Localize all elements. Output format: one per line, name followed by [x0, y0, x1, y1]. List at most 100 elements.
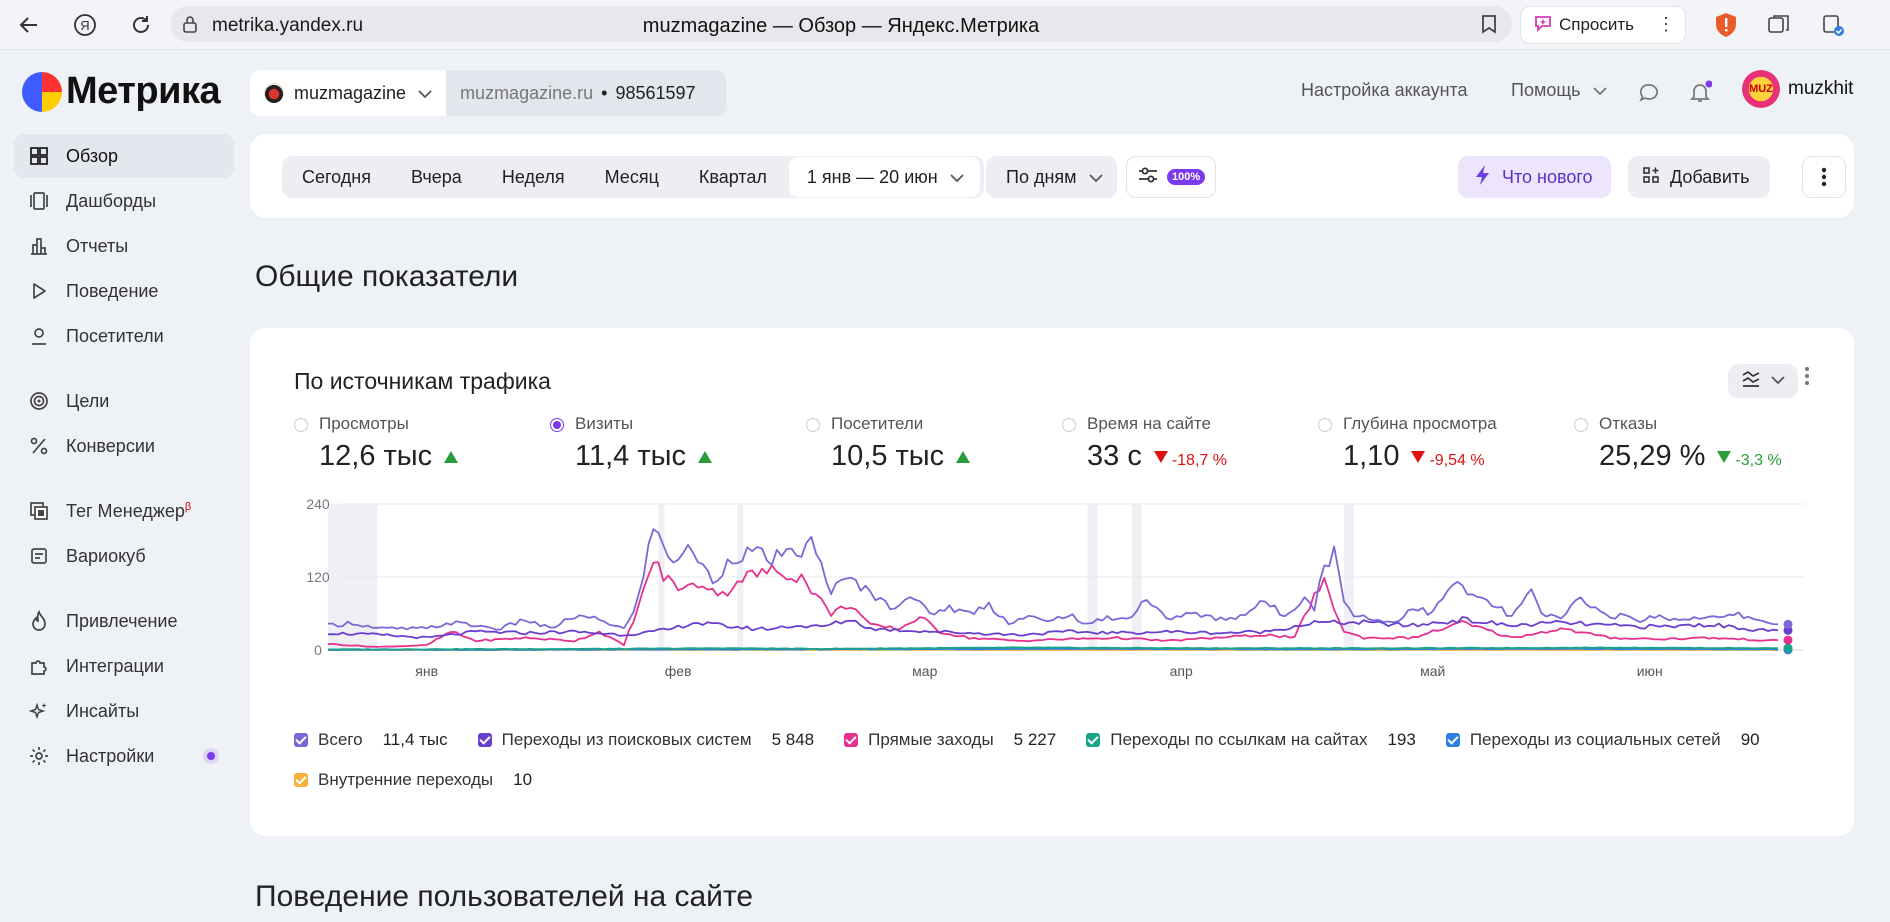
percent-icon	[28, 435, 50, 457]
help-menu[interactable]: Помощь	[1511, 80, 1607, 101]
chat-icon[interactable]	[1638, 82, 1660, 104]
user-menu[interactable]: MUZ muzkhit	[1742, 70, 1853, 108]
legend-item-total[interactable]: Всего 11,4 тыс	[294, 730, 448, 750]
period-month[interactable]: Месяц	[604, 166, 659, 187]
sidebar-item-goals[interactable]: Цели	[14, 379, 234, 423]
collections-icon[interactable]	[1766, 12, 1792, 38]
widget-title: По источникам трафика	[294, 368, 551, 394]
checkbox-icon[interactable]	[477, 733, 492, 747]
checkbox-icon[interactable]	[294, 773, 308, 787]
metric-radio[interactable]	[1062, 418, 1076, 432]
address-url[interactable]: metrika.yandex.ru	[212, 15, 364, 36]
counter-avatar-icon	[264, 83, 284, 103]
legend-value: 193	[1387, 730, 1416, 749]
x-tick-label: янв	[415, 663, 438, 679]
sampling-button[interactable]: 100%	[1126, 156, 1217, 198]
y-tick-label: 240	[306, 498, 330, 512]
reload-icon[interactable]	[128, 12, 154, 38]
legend-item-search[interactable]: Переходы из поисковых систем 5 848	[477, 730, 814, 750]
traffic-line-chart[interactable]: 0 120 240 янв фев мар апр май июн	[278, 498, 1818, 688]
metric-label: Просмотры	[319, 414, 409, 433]
legend-item-internal[interactable]: Внутренние переходы 10	[294, 770, 532, 790]
date-range-label: 1 янв — 20 июн	[806, 166, 938, 187]
metrika-logo[interactable]: Метрика	[22, 70, 221, 113]
sidebar-item-behavior[interactable]: Поведение	[14, 269, 234, 313]
protect-shield-icon[interactable]	[1713, 12, 1739, 38]
counter-dropdown[interactable]: muzmagazine	[250, 70, 447, 116]
metric-radio[interactable]	[1574, 418, 1588, 432]
metric-radio[interactable]	[294, 418, 308, 432]
metric-radio[interactable]	[550, 418, 564, 432]
metric-radio[interactable]	[1318, 418, 1332, 432]
metric-value-text: 10,5 тыс	[831, 440, 945, 472]
sidebar-item-variocube[interactable]: Вариокуб	[14, 534, 234, 578]
counter-site: muzmagazine.ru	[460, 82, 594, 103]
sidebar-item-overview[interactable]: Обзор	[14, 134, 234, 178]
checkbox-icon[interactable]	[1086, 733, 1101, 747]
add-widget-button[interactable]: Добавить	[1628, 156, 1770, 198]
back-arrow-icon[interactable]	[16, 12, 42, 38]
period-quarter[interactable]: Квартал	[698, 166, 767, 187]
y-tick-label: 120	[306, 569, 330, 585]
chevron-down-icon	[1088, 167, 1103, 188]
extension-icon[interactable]	[1820, 12, 1846, 38]
bell-icon[interactable]	[1688, 80, 1712, 104]
checkbox-icon[interactable]	[294, 733, 308, 747]
checkbox-icon[interactable]	[844, 733, 859, 747]
legend-value: 5 227	[1013, 730, 1057, 749]
period-today[interactable]: Сегодня	[302, 166, 371, 187]
metric-radio[interactable]	[806, 418, 820, 432]
checkbox-icon[interactable]	[1445, 733, 1460, 747]
whats-new-button[interactable]: Что нового	[1458, 156, 1611, 198]
counter-selector[interactable]: muzmagazine muzmagazine.ru • 98561597	[250, 70, 726, 116]
legend-value: 10	[513, 770, 533, 789]
date-range-picker[interactable]: 1 янв — 20 июн	[788, 157, 980, 197]
sidebar-item-integrations[interactable]: Интеграции	[14, 644, 234, 688]
sidebar-item-conversions[interactable]: Конверсии	[14, 424, 234, 468]
metric-value-text: 1,10	[1343, 440, 1400, 472]
address-bar[interactable]: metrika.yandex.ru muzmagazine — Обзор — …	[170, 6, 1512, 42]
filter-sliders-icon	[1137, 165, 1159, 190]
sidebar-item-reports[interactable]: Отчеты	[14, 224, 234, 268]
sidebar-item-label: Тег Менеджерβ	[66, 501, 191, 522]
legend-item-direct[interactable]: Прямые заходы 5 227	[844, 730, 1056, 750]
period-week[interactable]: Неделя	[501, 166, 565, 187]
widget-more-icon[interactable]	[1804, 366, 1810, 391]
trend-down-icon	[1411, 451, 1426, 464]
grouping-dropdown[interactable]: По дням	[986, 156, 1117, 198]
x-tick-label: апр	[1170, 663, 1193, 679]
legend-label: Переходы из поисковых систем	[501, 730, 752, 749]
flame-icon	[28, 610, 50, 632]
sidebar-item-dashboards[interactable]: Дашборды	[14, 179, 234, 223]
counter-separator: •	[601, 82, 608, 103]
logo-text: Метрика	[66, 70, 221, 112]
legend-item-links[interactable]: Переходы по ссылкам на сайтах 193	[1086, 730, 1416, 750]
account-settings-link[interactable]: Настройка аккаунта	[1301, 80, 1468, 101]
x-tick-label: фев	[665, 663, 692, 679]
legend-label: Внутренние переходы	[318, 770, 494, 789]
sidebar-item-visitors[interactable]: Посетители	[14, 314, 234, 358]
legend-label: Переходы из социальных сетей	[1469, 730, 1721, 749]
period-yesterday[interactable]: Вчера	[411, 166, 462, 187]
ask-label: Спросить	[1559, 15, 1635, 34]
more-vertical-icon[interactable]: ⋮	[1657, 14, 1675, 34]
beta-mark: β	[184, 500, 192, 513]
sidebar-item-settings[interactable]: Настройки	[14, 734, 234, 778]
legend-value: 11,4 тыс	[382, 730, 448, 749]
sidebar-item-tag-manager[interactable]: Тег Менеджерβ	[14, 489, 234, 533]
metric-value: 10,5 тыс	[831, 440, 971, 473]
ask-alice-button[interactable]: Спросить ⋮	[1520, 6, 1686, 44]
legend-label: Переходы по ссылкам на сайтах	[1110, 730, 1368, 749]
sidebar-item-acquisition[interactable]: Привлечение	[14, 599, 234, 643]
user-name: muzkhit	[1788, 78, 1854, 99]
add-label: Добавить	[1670, 166, 1750, 187]
yandex-logo-icon[interactable]: Я	[72, 12, 98, 38]
chart-type-dropdown[interactable]	[1728, 364, 1798, 398]
more-vertical-icon[interactable]	[1802, 156, 1846, 198]
chart-type-icon	[1741, 370, 1761, 393]
sidebar-item-insights[interactable]: Инсайты	[14, 689, 234, 733]
legend-item-social[interactable]: Переходы из социальных сетей 90	[1445, 730, 1760, 750]
chevron-down-icon	[1771, 372, 1785, 390]
chart-legend: Всего 11,4 тыс Переходы из поисковых сис…	[294, 730, 1760, 750]
bookmark-icon[interactable]	[1480, 14, 1498, 39]
